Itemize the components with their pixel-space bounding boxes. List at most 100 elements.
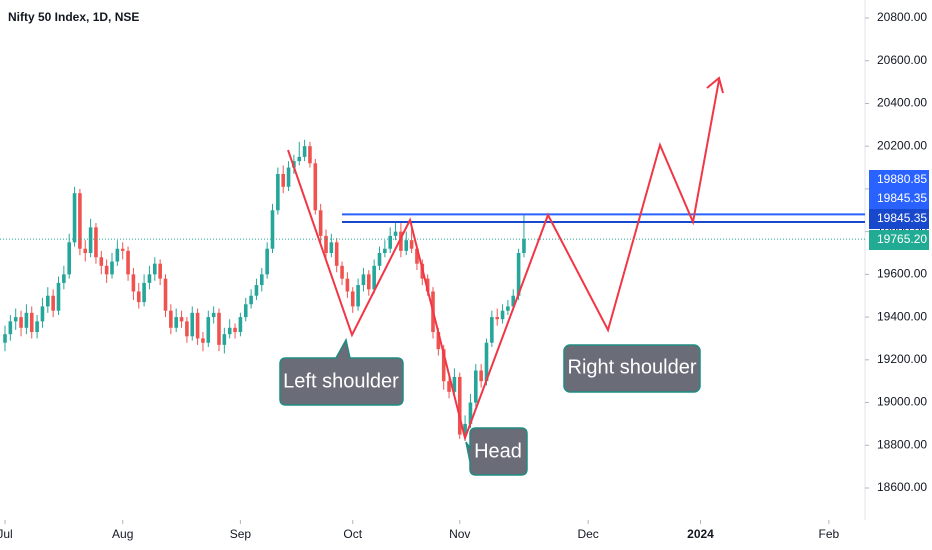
callout: Head	[465, 427, 528, 476]
candle-body	[46, 295, 50, 307]
candle-body	[490, 317, 494, 343]
y-tick-label: 19000.00	[877, 395, 927, 409]
candle-body	[334, 242, 339, 266]
y-tick-label: 20800.00	[877, 10, 927, 24]
candle-body	[506, 306, 510, 311]
candle-body	[281, 173, 285, 187]
candle-body	[201, 338, 205, 343]
candle-body	[195, 312, 200, 339]
candle-body	[120, 248, 125, 251]
candle-body	[318, 210, 323, 236]
candle-body	[19, 317, 23, 328]
y-tick-label: 20400.00	[877, 96, 927, 110]
candle-body	[29, 312, 34, 333]
candle-body	[174, 317, 178, 328]
candle-body	[367, 274, 371, 290]
candle-body	[383, 248, 387, 253]
candle-body	[185, 321, 189, 337]
candle-body	[495, 317, 499, 320]
x-tick-label: Feb	[819, 527, 840, 541]
candle-body	[516, 253, 521, 296]
candle-body	[441, 349, 446, 382]
y-tick-label: 18800.00	[877, 437, 927, 451]
x-tick-label: Oct	[343, 527, 362, 541]
candle-body	[142, 282, 146, 303]
candle-body	[8, 321, 13, 335]
candle-body	[393, 231, 398, 236]
callout: Left shoulder	[279, 337, 404, 406]
candle-body	[399, 231, 403, 251]
candle-body	[88, 227, 93, 253]
candle-body	[479, 370, 483, 382]
candle-body	[62, 274, 66, 283]
candle-body	[35, 321, 39, 333]
annotation: Head	[474, 440, 522, 462]
candle-body	[308, 146, 312, 164]
candle-body	[329, 242, 334, 253]
candle-body	[297, 156, 302, 162]
candle-body	[484, 342, 489, 382]
x-tick-label: Sep	[230, 527, 252, 541]
price-label-box	[869, 170, 929, 190]
candle-body	[136, 291, 141, 303]
candle-body	[404, 240, 409, 251]
candle-body	[3, 334, 7, 343]
candle-body	[474, 370, 478, 403]
candle-body	[302, 146, 307, 157]
candle-body	[83, 248, 88, 253]
candle-body	[131, 274, 136, 292]
x-tick-label: Jul	[0, 527, 13, 541]
candle-body	[206, 317, 211, 343]
candle-body	[115, 248, 120, 262]
price-label: 19845.35	[877, 211, 927, 225]
candle-body	[452, 376, 457, 392]
candle-body	[286, 167, 291, 187]
candle-body	[436, 332, 441, 350]
candle-body	[522, 239, 526, 253]
candle-body	[104, 265, 109, 275]
candle-body	[340, 265, 344, 279]
candle-body	[110, 261, 114, 275]
candle-body	[78, 193, 82, 249]
annotation: Left shoulder	[283, 370, 399, 392]
candle-body	[409, 240, 414, 249]
price-label-box	[869, 209, 929, 229]
candle-body	[56, 282, 61, 311]
candle-body	[463, 423, 467, 435]
candle-body	[94, 227, 98, 258]
candle-body	[227, 327, 232, 335]
price-label: 19765.20	[877, 232, 927, 246]
candle-body	[377, 253, 382, 266]
candle-body	[67, 242, 71, 275]
y-tick-label: 20200.00	[877, 138, 927, 152]
candle-body	[222, 334, 227, 345]
candle-body	[190, 312, 195, 337]
candle-body	[179, 317, 184, 322]
price-label-box	[869, 230, 929, 250]
candle-body	[211, 312, 216, 318]
candle-body	[217, 312, 221, 345]
candle-body	[40, 306, 45, 322]
candle-body	[468, 402, 473, 424]
candle-body	[447, 381, 451, 392]
annotation: Right shoulder	[568, 356, 697, 378]
callout: Right shoulder	[563, 344, 701, 393]
candle-body	[265, 248, 269, 275]
candle-body	[233, 327, 237, 333]
arrow-head	[706, 76, 724, 94]
x-tick-label: Aug	[112, 527, 133, 541]
callout-box	[563, 344, 701, 393]
candle-body	[345, 278, 350, 292]
chart-title: Nifty 50 Index, 1D, NSE	[8, 10, 139, 24]
candle-body	[153, 263, 157, 275]
candle-body	[372, 265, 376, 290]
candle-body	[249, 295, 253, 305]
candle-body	[99, 257, 104, 266]
y-tick-label: 18600.00	[877, 480, 927, 494]
drawing	[287, 76, 724, 442]
candle-body	[361, 274, 366, 286]
candle-body	[163, 278, 168, 311]
candle-body	[13, 317, 18, 322]
y-tick-label: 20600.00	[877, 53, 927, 67]
